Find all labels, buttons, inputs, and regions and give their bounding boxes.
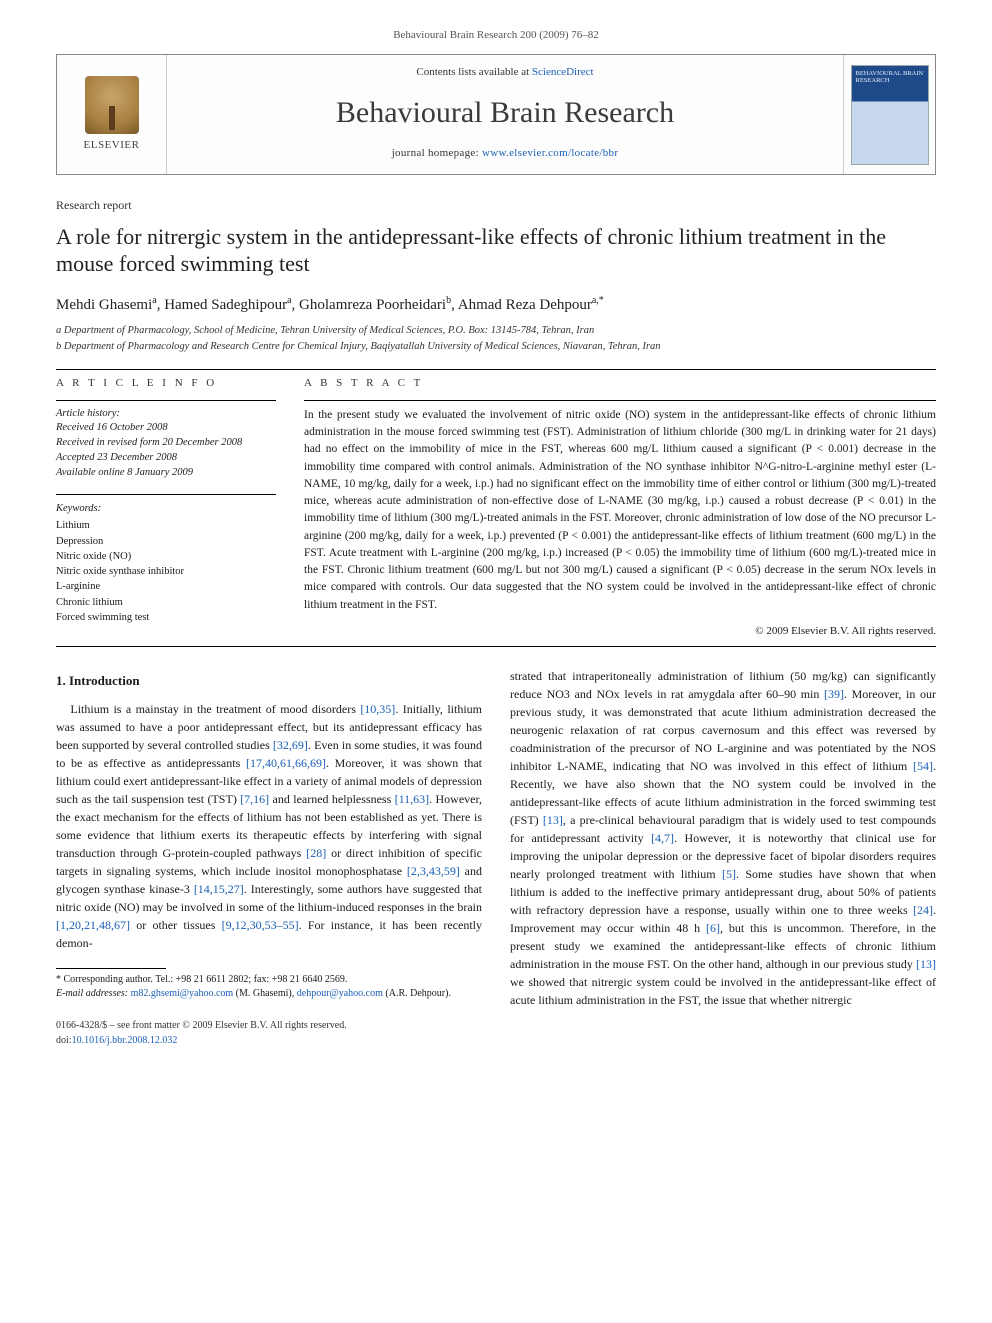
citation-ref[interactable]: [32,69]	[273, 738, 308, 752]
keyword-item: Nitric oxide synthase inhibitor	[56, 564, 276, 579]
citation-ref[interactable]: [11,63]	[395, 792, 430, 806]
publisher-logo-block: ELSEVIER	[57, 55, 167, 174]
citation-ref[interactable]: [9,12,30,53–55]	[222, 918, 299, 932]
cover-caption: BEHAVIOURAL BRAIN RESEARCH	[856, 70, 924, 84]
intro-paragraph-1: Lithium is a mainstay in the treatment o…	[56, 700, 482, 952]
cover-thumb-block: BEHAVIOURAL BRAIN RESEARCH	[843, 55, 935, 174]
contents-available-line: Contents lists available at ScienceDirec…	[175, 65, 835, 81]
affiliations: a Department of Pharmacology, School of …	[56, 324, 936, 354]
citation-ref[interactable]: [24]	[913, 903, 933, 917]
history-accepted: Accepted 23 December 2008	[56, 451, 276, 466]
citation-ref[interactable]: [4,7]	[651, 831, 674, 845]
journal-homepage-line: journal homepage: www.elsevier.com/locat…	[175, 146, 835, 162]
citation-ref[interactable]: [2,3,43,59]	[407, 864, 460, 878]
email-who-2: (A.R. Dehpour).	[385, 988, 451, 999]
affiliation-a: a Department of Pharmacology, School of …	[56, 324, 936, 339]
citation-ref[interactable]: [13]	[543, 813, 563, 827]
history-received: Received 16 October 2008	[56, 421, 276, 436]
article-title: A role for nitrergic system in the antid…	[56, 223, 936, 278]
keyword-item: Depression	[56, 534, 276, 549]
body-two-column: 1. Introduction Lithium is a mainstay in…	[56, 667, 936, 1049]
section-1-heading: 1. Introduction	[56, 671, 482, 691]
keywords-list: LithiumDepressionNitric oxide (NO)Nitric…	[56, 518, 276, 625]
intro-paragraph-2: strated that intraperitoneally administr…	[510, 667, 936, 1009]
journal-name: Behavioural Brain Research	[175, 91, 835, 135]
citation-ref[interactable]: [1,20,21,48,67]	[56, 918, 130, 932]
keyword-item: Nitric oxide (NO)	[56, 549, 276, 564]
front-matter-line: 0166-4328/$ – see front matter © 2009 El…	[56, 1018, 347, 1033]
affiliation-b: b Department of Pharmacology and Researc…	[56, 340, 936, 355]
citation-ref[interactable]: [5]	[722, 867, 736, 881]
article-info-column: A R T I C L E I N F O Article history: R…	[56, 376, 276, 640]
elsevier-tree-icon	[85, 76, 139, 134]
citation-ref[interactable]: [6]	[706, 921, 720, 935]
email-link-2[interactable]: dehpour@yahoo.com	[297, 988, 383, 999]
contents-prefix: Contents lists available at	[416, 66, 531, 78]
journal-masthead: ELSEVIER Contents lists available at Sci…	[56, 54, 936, 175]
abstract-column: A B S T R A C T In the present study we …	[304, 376, 936, 640]
copyright-line: © 2009 Elsevier B.V. All rights reserved…	[304, 624, 936, 640]
citation-ref[interactable]: [13]	[916, 957, 936, 971]
journal-cover-thumb: BEHAVIOURAL BRAIN RESEARCH	[851, 65, 929, 165]
top-rule	[56, 369, 936, 370]
keyword-item: Forced swimming test	[56, 610, 276, 625]
history-revised: Received in revised form 20 December 200…	[56, 436, 276, 451]
abstract-text: In the present study we evaluated the in…	[304, 407, 936, 614]
history-online: Available online 8 January 2009	[56, 466, 276, 481]
email-who-1: (M. Ghasemi),	[236, 988, 295, 999]
email-addresses: E-mail addresses: m82.ghsemi@yahoo.com (…	[56, 987, 482, 1001]
publisher-name: ELSEVIER	[84, 138, 140, 154]
article-info-heading: A R T I C L E I N F O	[56, 376, 276, 392]
abstract-rule	[304, 400, 936, 401]
keywords-label: Keywords:	[56, 501, 276, 516]
footnote-rule	[56, 968, 166, 969]
citation-ref[interactable]: [17,40,61,66,69]	[246, 756, 326, 770]
history-label: Article history:	[56, 407, 276, 422]
emails-label: E-mail addresses:	[56, 988, 128, 999]
keyword-item: Chronic lithium	[56, 595, 276, 610]
sciencedirect-link[interactable]: ScienceDirect	[532, 66, 594, 78]
doi-link[interactable]: 10.1016/j.bbr.2008.12.032	[72, 1035, 178, 1046]
footnotes: * Corresponding author. Tel.: +98 21 661…	[56, 973, 482, 1000]
authors-line: Mehdi Ghasemia, Hamed Sadeghipoura, Ghol…	[56, 294, 936, 317]
running-head: Behavioural Brain Research 200 (2009) 76…	[56, 28, 936, 44]
citation-ref[interactable]: [14,15,27]	[194, 882, 244, 896]
homepage-prefix: journal homepage:	[392, 147, 482, 159]
citation-ref[interactable]: [54]	[913, 759, 933, 773]
citation-ref[interactable]: [28]	[306, 846, 326, 860]
article-type: Research report	[56, 197, 936, 214]
keyword-item: Lithium	[56, 518, 276, 533]
article-history: Article history: Received 16 October 200…	[56, 407, 276, 480]
masthead-center: Contents lists available at ScienceDirec…	[167, 55, 843, 174]
info-rule	[56, 400, 276, 401]
corresponding-author: * Corresponding author. Tel.: +98 21 661…	[56, 973, 482, 987]
keywords-rule	[56, 494, 276, 495]
citation-ref[interactable]: [39]	[824, 687, 844, 701]
doi-label: doi:	[56, 1035, 72, 1046]
bottom-rule	[56, 646, 936, 647]
email-link-1[interactable]: m82.ghsemi@yahoo.com	[131, 988, 234, 999]
abstract-heading: A B S T R A C T	[304, 376, 936, 392]
citation-ref[interactable]: [7,16]	[240, 792, 269, 806]
citation-ref[interactable]: [10,35]	[360, 702, 395, 716]
footer-block: 0166-4328/$ – see front matter © 2009 El…	[56, 1018, 482, 1048]
journal-homepage-link[interactable]: www.elsevier.com/locate/bbr	[482, 147, 618, 159]
keyword-item: L-arginine	[56, 579, 276, 594]
